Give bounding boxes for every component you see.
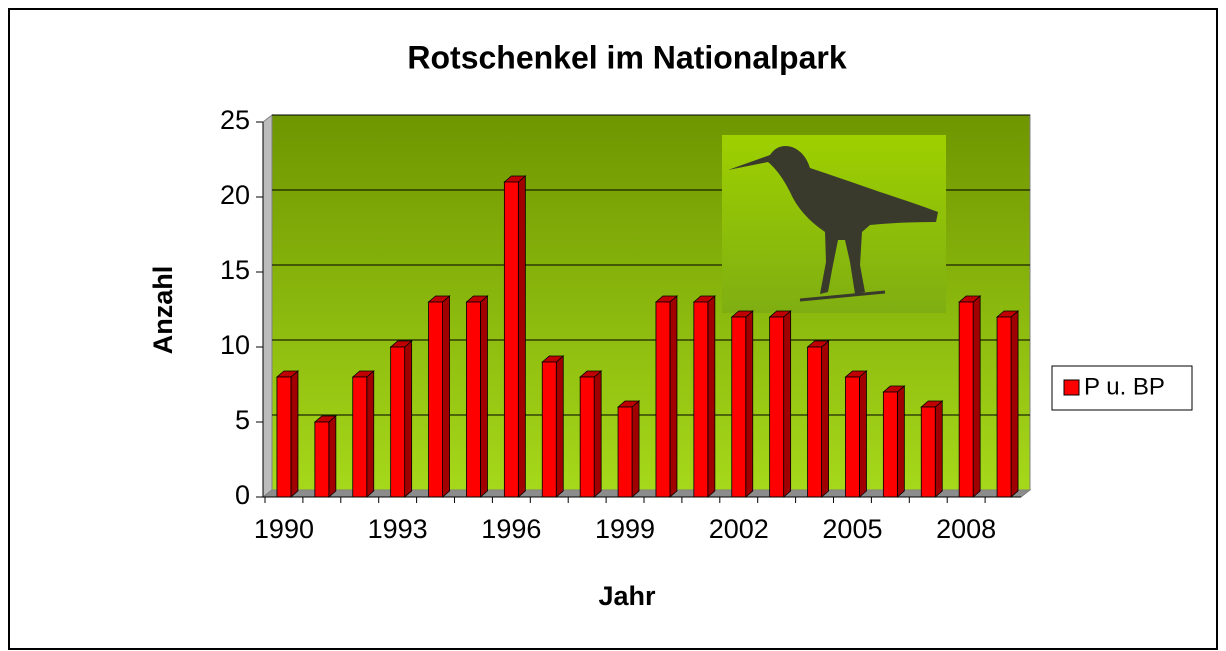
bar	[276, 376, 292, 498]
side-wall	[262, 113, 273, 499]
x-tick-label: 2002	[709, 514, 769, 544]
bird-ground	[799, 290, 886, 302]
x-axis-title: Jahr	[598, 581, 656, 611]
bar	[845, 376, 860, 498]
y-tick-label: 25	[220, 105, 250, 135]
bars	[275, 175, 1020, 498]
bar	[655, 301, 671, 498]
bar-side	[821, 340, 829, 498]
bar-side	[290, 370, 299, 498]
bar	[920, 406, 936, 498]
bird	[728, 146, 938, 294]
bar-side	[517, 175, 526, 498]
y-tick-label: 5	[235, 405, 250, 435]
bar-side	[934, 400, 943, 498]
x-tick-label: 1990	[254, 514, 314, 544]
x-tick-label: 1993	[368, 514, 428, 544]
bar-side	[1010, 310, 1019, 498]
bar	[693, 301, 709, 498]
bar	[390, 346, 406, 498]
bar	[466, 301, 481, 498]
legend: P u. BP	[1051, 365, 1193, 411]
legend-label: P u. BP	[1084, 373, 1165, 400]
bar-side	[442, 295, 450, 498]
bar-side	[783, 310, 792, 498]
floor	[261, 489, 1032, 498]
bar	[314, 421, 330, 498]
bar-side	[972, 295, 981, 498]
chart-title: Rotschenkel im Nationalpark	[407, 39, 846, 75]
bar	[579, 376, 595, 498]
x-tick-label: 2008	[936, 514, 996, 544]
bar-side	[480, 295, 488, 498]
bar	[769, 316, 785, 498]
y-tick-label: 10	[220, 330, 250, 360]
bar	[731, 316, 747, 498]
bar-side	[745, 310, 754, 498]
bar	[503, 181, 519, 498]
legend-swatch	[1063, 379, 1080, 396]
bar-side	[555, 355, 564, 498]
bar-side	[631, 400, 640, 498]
bar	[882, 391, 898, 498]
y-tick-label: 15	[220, 255, 250, 285]
bar-side	[707, 295, 716, 498]
bar	[807, 346, 822, 498]
bar	[996, 316, 1012, 498]
bar	[352, 376, 368, 498]
bar-side	[593, 370, 602, 498]
x-tick-label: 1999	[595, 514, 655, 544]
bar-side	[859, 370, 867, 498]
bar	[617, 406, 633, 498]
bar-side	[404, 340, 413, 498]
bar	[958, 301, 974, 498]
bird-picture	[722, 135, 946, 313]
x-tick-label: 2005	[822, 514, 882, 544]
bar-side	[328, 415, 337, 498]
bar	[541, 361, 557, 498]
y-axis-title: Anzahl	[148, 266, 178, 355]
y-tick-label: 0	[235, 480, 250, 510]
x-tick-label: 1996	[481, 514, 541, 544]
bar-side	[669, 295, 678, 498]
y-tick-label: 20	[220, 180, 250, 210]
bar-side	[366, 370, 375, 498]
bar-side	[896, 385, 905, 498]
bar	[428, 301, 443, 498]
